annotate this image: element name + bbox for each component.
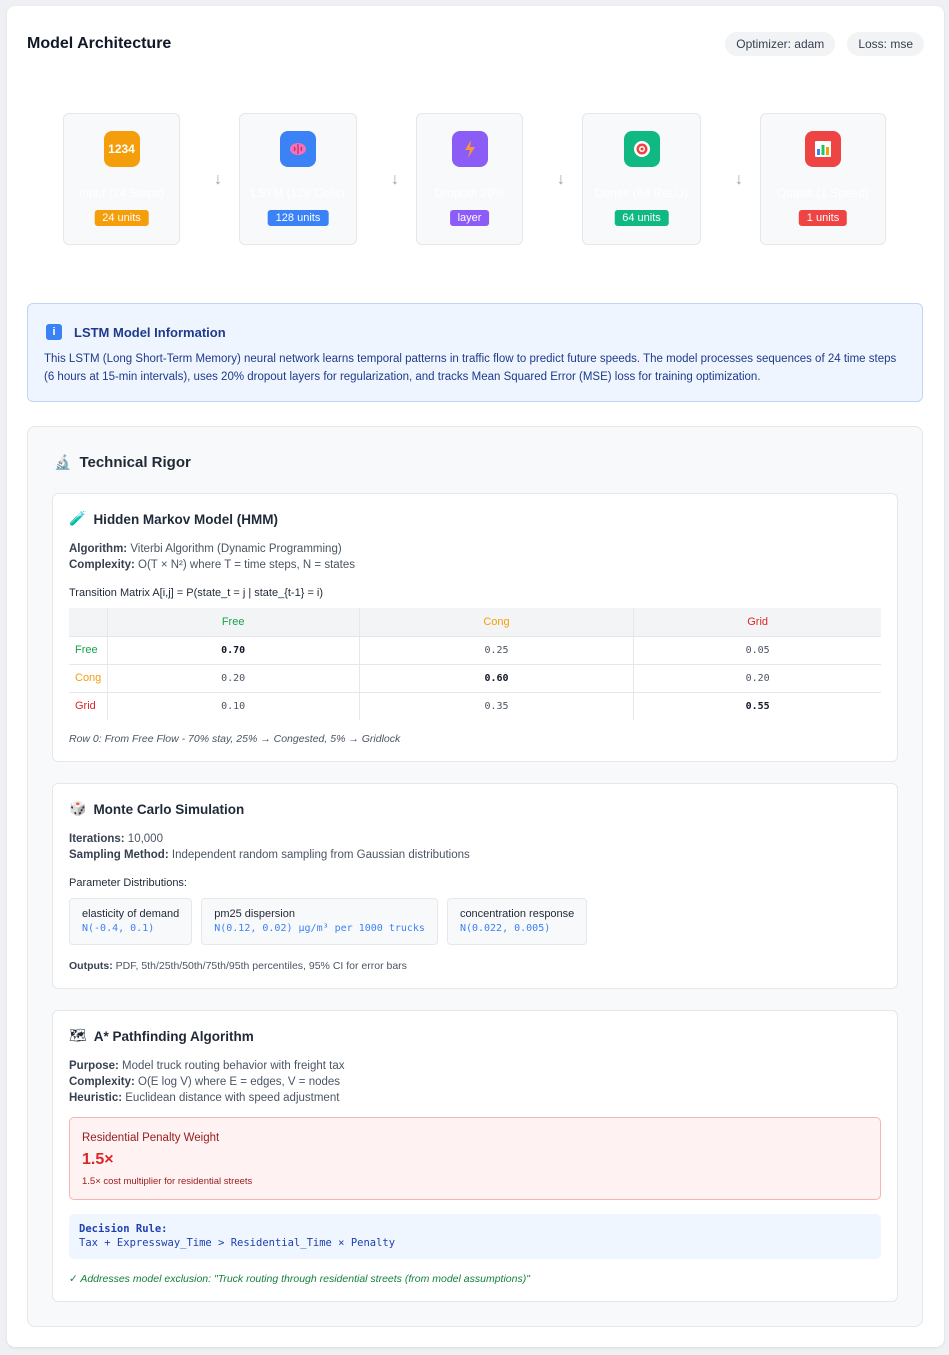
layer-card-input[interactable]: 1234 Input (24 Steps) 24 units — [63, 113, 180, 245]
parameter-box: elasticity of demand N(-0.4, 0.1) — [69, 898, 193, 945]
flow-arrow-icon: ↓ — [735, 171, 743, 188]
layer-name: Input (24 Steps) — [78, 186, 165, 200]
target-icon — [623, 131, 660, 167]
header-chips: Optimizer: adam Loss: mse — [725, 32, 924, 56]
column-header: Free — [107, 608, 360, 636]
layer-card-dense[interactable]: Dense (64 ReLU) 64 units — [582, 113, 701, 245]
row-header: Free — [69, 635, 108, 664]
decision-rule-label: Decision Rule: — [79, 1223, 168, 1235]
monte-carlo-card: 🎲 Monte Carlo Simulation Iterations: 10,… — [52, 783, 898, 989]
table-header-row: Free Cong Grid — [69, 608, 881, 636]
matrix-cell: 0.10 — [107, 691, 360, 720]
parameter-distribution: N(0.12, 0.02) μg/m³ per 1000 trucks — [214, 923, 425, 934]
flow-arrow-icon: ↓ — [214, 171, 222, 188]
page-title: Model Architecture — [27, 35, 172, 52]
brain-icon — [280, 131, 316, 167]
penalty-weight-panel: Residential Penalty Weight 1.5× 1.5× cos… — [69, 1117, 881, 1200]
penalty-title: Residential Penalty Weight — [82, 1132, 220, 1144]
lstm-info-panel: i LSTM Model Information This LSTM (Long… — [27, 303, 923, 402]
parameter-name: concentration response — [459, 908, 575, 920]
matrix-cell: 0.35 — [359, 691, 635, 720]
matrix-cell: 0.20 — [107, 663, 360, 692]
hmm-card: 🧪 Hidden Markov Model (HMM) Algorithm: V… — [52, 493, 898, 762]
parameter-list: elasticity of demand N(-0.4, 0.1) pm25 d… — [69, 898, 588, 945]
dice-icon: 🎲 — [69, 801, 87, 817]
decision-rule-text: Tax + Expressway_Time > Residential_Time… — [79, 1237, 396, 1249]
page: Model Architecture Optimizer: adam Loss:… — [7, 6, 944, 1347]
decision-rule-box: Decision Rule: Tax + Expressway_Time > R… — [69, 1214, 881, 1259]
matrix-cell: 0.55 — [633, 691, 881, 720]
penalty-value: 1.5× — [82, 1151, 114, 1168]
heuristic-line: Heuristic: Euclidean distance with speed… — [69, 1092, 340, 1104]
parameter-distribution: N(0.022, 0.005) — [459, 923, 551, 934]
parameter-box: concentration response N(0.022, 0.005) — [446, 898, 588, 945]
layer-name: Dense (64 ReLU) — [594, 186, 689, 200]
section-title: Technical Rigor — [79, 454, 191, 471]
parameter-name: elasticity of demand — [82, 908, 180, 920]
transition-matrix-table: Free Cong Grid Free 0.70 0.25 0.05 Cong … — [69, 608, 881, 720]
layer-units-badge: 64 units — [614, 210, 669, 226]
layer-units-badge: 1 units — [798, 210, 848, 226]
info-icon: i — [46, 324, 62, 340]
flow-arrow-icon: ↓ — [557, 171, 565, 188]
exclusion-note: ✓ Addresses model exclusion: "Truck rout… — [69, 1273, 530, 1285]
matrix-cell: 0.20 — [633, 663, 881, 692]
row-header: Grid — [69, 691, 108, 720]
params-caption: Parameter Distributions: — [69, 877, 187, 889]
column-header: Grid — [633, 608, 881, 636]
matrix-cell: 0.60 — [359, 663, 635, 692]
info-text: This LSTM (Long Short-Term Memory) neura… — [44, 353, 897, 383]
lightning-icon — [451, 131, 488, 167]
flow-arrow-icon: ↓ — [391, 171, 399, 188]
corner-cell — [69, 608, 108, 636]
card-title: Monte Carlo Simulation — [93, 801, 245, 817]
technical-rigor-section: 🔬 Technical Rigor 🧪 Hidden Markov Model … — [27, 426, 923, 1327]
chart-icon — [805, 131, 841, 167]
header: Model Architecture Optimizer: adam Loss:… — [27, 30, 924, 58]
card-title: Hidden Markov Model (HMM) — [93, 511, 278, 527]
table-row: Free 0.70 0.25 0.05 — [69, 635, 881, 664]
layer-units-badge: layer — [449, 210, 490, 226]
loss-chip: Loss: mse — [847, 32, 924, 56]
table-row: Grid 0.10 0.35 0.55 — [69, 691, 881, 720]
complexity-line: Complexity: O(T × N²) where T = time ste… — [69, 559, 356, 571]
parameter-distribution: N(-0.4, 0.1) — [82, 923, 155, 934]
matrix-note: Row 0: From Free Flow - 70% stay, 25% → … — [69, 733, 401, 745]
layer-name: Dropout 20% — [434, 186, 505, 200]
parameter-box: pm25 dispersion N(0.12, 0.02) μg/m³ per … — [201, 898, 438, 945]
layer-name: LSTM (128 Cells) — [251, 186, 345, 200]
purpose-line: Purpose: Model truck routing behavior wi… — [69, 1060, 345, 1072]
row-header: Cong — [69, 663, 108, 692]
algorithm-line: Algorithm: Viterbi Algorithm (Dynamic Pr… — [69, 543, 342, 555]
sampling-line: Sampling Method: Independent random samp… — [69, 849, 470, 861]
iterations-line: Iterations: 10,000 — [69, 833, 163, 845]
map-icon: 🗺 — [69, 1028, 87, 1044]
parameter-name: pm25 dispersion — [214, 908, 295, 920]
column-header: Cong — [359, 608, 635, 636]
astar-card: 🗺 A* Pathfinding Algorithm Purpose: Mode… — [52, 1010, 898, 1302]
table-row: Cong 0.20 0.60 0.20 — [69, 663, 881, 692]
info-title: LSTM Model Information — [74, 324, 226, 340]
optimizer-chip: Optimizer: adam — [725, 32, 836, 56]
layer-card-output[interactable]: Output (1 Speed) 1 units — [760, 113, 886, 245]
matrix-cell: 0.05 — [633, 635, 881, 664]
layer-card-lstm[interactable]: LSTM (128 Cells) 128 units — [239, 113, 357, 245]
input-numbers-icon: 1234 — [103, 131, 140, 167]
architecture-layers: 1234 Input (24 Steps) 24 units ↓ LSTM (1… — [7, 113, 944, 245]
penalty-description: 1.5× cost multiplier for residential str… — [82, 1176, 253, 1187]
matrix-caption: Transition Matrix A[i,j] = P(state_t = j… — [69, 587, 324, 599]
matrix-cell: 0.25 — [359, 635, 635, 664]
layer-units-badge: 128 units — [267, 210, 329, 226]
card-title: A* Pathfinding Algorithm — [93, 1028, 254, 1044]
outputs-line: Outputs: PDF, 5th/25th/50th/75th/95th pe… — [69, 960, 407, 972]
matrix-cell: 0.70 — [107, 635, 360, 664]
layer-units-badge: 24 units — [94, 210, 149, 226]
microscope-icon: 🔬 — [54, 454, 72, 471]
layer-card-dropout[interactable]: Dropout 20% layer — [416, 113, 523, 245]
complexity-line: Complexity: O(E log V) where E = edges, … — [69, 1076, 341, 1088]
layer-name: Output (1 Speed) — [776, 186, 870, 200]
test-tube-icon: 🧪 — [69, 511, 87, 527]
